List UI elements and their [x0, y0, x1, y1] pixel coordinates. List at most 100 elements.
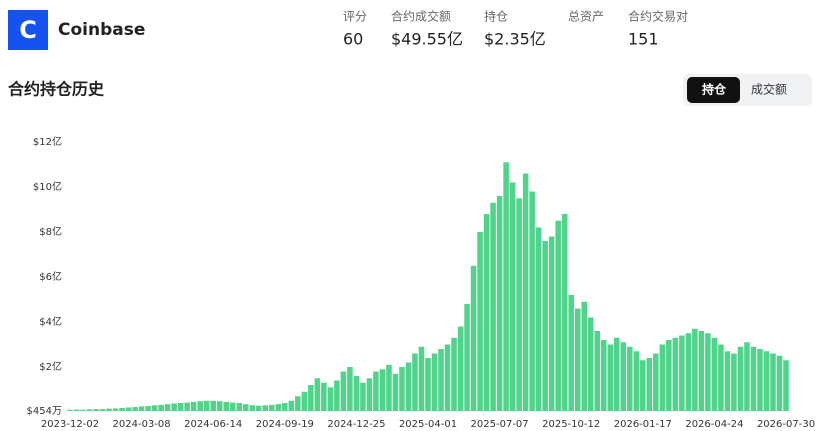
bar: [763, 351, 770, 411]
y-tick-label: $4亿: [39, 315, 62, 328]
bar: [666, 340, 672, 411]
bar: [542, 241, 548, 411]
stat-label: 合约成交额: [391, 9, 451, 24]
bar: [99, 409, 106, 411]
bar: [314, 378, 321, 411]
bar: [73, 409, 80, 411]
bar: [594, 331, 601, 411]
bar: [132, 407, 138, 411]
bar: [444, 344, 451, 411]
bar: [633, 351, 640, 411]
y-tick-label: $10亿: [33, 180, 62, 193]
x-tick-label: 2025-04-01: [399, 419, 457, 430]
bar: [184, 402, 190, 411]
bar: [587, 317, 594, 411]
bar: [80, 409, 86, 411]
stat-value: $2.35亿: [484, 30, 546, 49]
x-tick-label: 2024-09-19: [256, 419, 314, 430]
bar: [67, 409, 73, 411]
stat-label: 评分: [343, 10, 367, 24]
bar: [203, 400, 210, 411]
x-tick-label: 2024-12-25: [327, 419, 385, 430]
toggle-label[interactable]: 持仓: [702, 82, 727, 97]
stat-label: 合约交易对: [628, 9, 688, 24]
bar: [392, 373, 399, 411]
bar: [672, 337, 679, 411]
bar: [783, 360, 789, 411]
bar: [197, 401, 203, 411]
y-tick-label: $6亿: [39, 270, 62, 283]
bar: [516, 198, 522, 411]
y-tick-label: $12亿: [33, 135, 62, 148]
bar: [581, 301, 587, 411]
bar: [464, 304, 470, 411]
bar: [451, 337, 457, 411]
bar: [119, 407, 125, 411]
bar: [548, 236, 555, 411]
toggle-label[interactable]: 成交额: [751, 82, 787, 97]
stat-value: $49.55亿: [391, 30, 463, 49]
bar: [698, 331, 705, 411]
bar: [679, 335, 685, 411]
x-tick-label: 2026-07-30: [757, 419, 815, 430]
x-tick-label: 2025-10-12: [542, 419, 600, 430]
x-tick-label: 2026-01-17: [614, 419, 672, 430]
y-tick-label: $2亿: [39, 360, 62, 373]
bar: [347, 367, 353, 411]
bar: [282, 403, 288, 411]
bar: [275, 404, 282, 411]
x-tick-label: 2023-12-02: [41, 419, 99, 430]
section-title: 合约持仓历史: [8, 80, 105, 99]
bar: [535, 227, 542, 411]
x-tick-label: 2024-03-08: [113, 419, 171, 430]
bar: [190, 401, 197, 411]
bar: [438, 349, 444, 411]
bar: [653, 353, 659, 411]
bar: [470, 265, 477, 411]
bar: [529, 191, 535, 411]
bar: [718, 344, 724, 411]
logo: [8, 10, 48, 50]
bar: [613, 337, 620, 411]
bar: [86, 409, 93, 411]
bar: [509, 182, 516, 411]
stat-value: 60: [343, 30, 363, 49]
toggle-button[interactable]: [687, 77, 740, 103]
exchange-name: Coinbase: [58, 20, 145, 40]
bar: [288, 400, 295, 411]
bar: [216, 401, 223, 411]
bar: [627, 346, 633, 411]
bar: [145, 405, 151, 411]
bar: [568, 295, 574, 411]
bar: [724, 351, 731, 411]
bar: [301, 391, 308, 411]
bar: [412, 353, 418, 411]
bar: [177, 403, 184, 411]
bar: [705, 333, 711, 411]
bar: [366, 378, 373, 411]
bar: [236, 403, 243, 411]
bar: [308, 385, 314, 411]
bar: [112, 408, 119, 411]
bar: [249, 405, 256, 411]
bar: [262, 405, 269, 411]
bar: [496, 196, 503, 411]
bar: [490, 202, 496, 411]
bar: [353, 376, 360, 411]
bar: [646, 358, 653, 411]
bar: [379, 369, 386, 411]
bar: [405, 362, 412, 411]
bar: [125, 407, 132, 411]
bar: [373, 371, 379, 411]
stat-label: 持仓: [484, 9, 508, 24]
bar: [483, 214, 490, 411]
bar: [360, 382, 366, 411]
bar: [138, 406, 145, 411]
bar: [477, 232, 483, 411]
x-tick-label: 2025-07-07: [471, 419, 529, 430]
y-tick-label: $8亿: [39, 225, 62, 238]
bar: [620, 342, 627, 411]
bar: [158, 404, 164, 411]
bar: [522, 173, 529, 411]
